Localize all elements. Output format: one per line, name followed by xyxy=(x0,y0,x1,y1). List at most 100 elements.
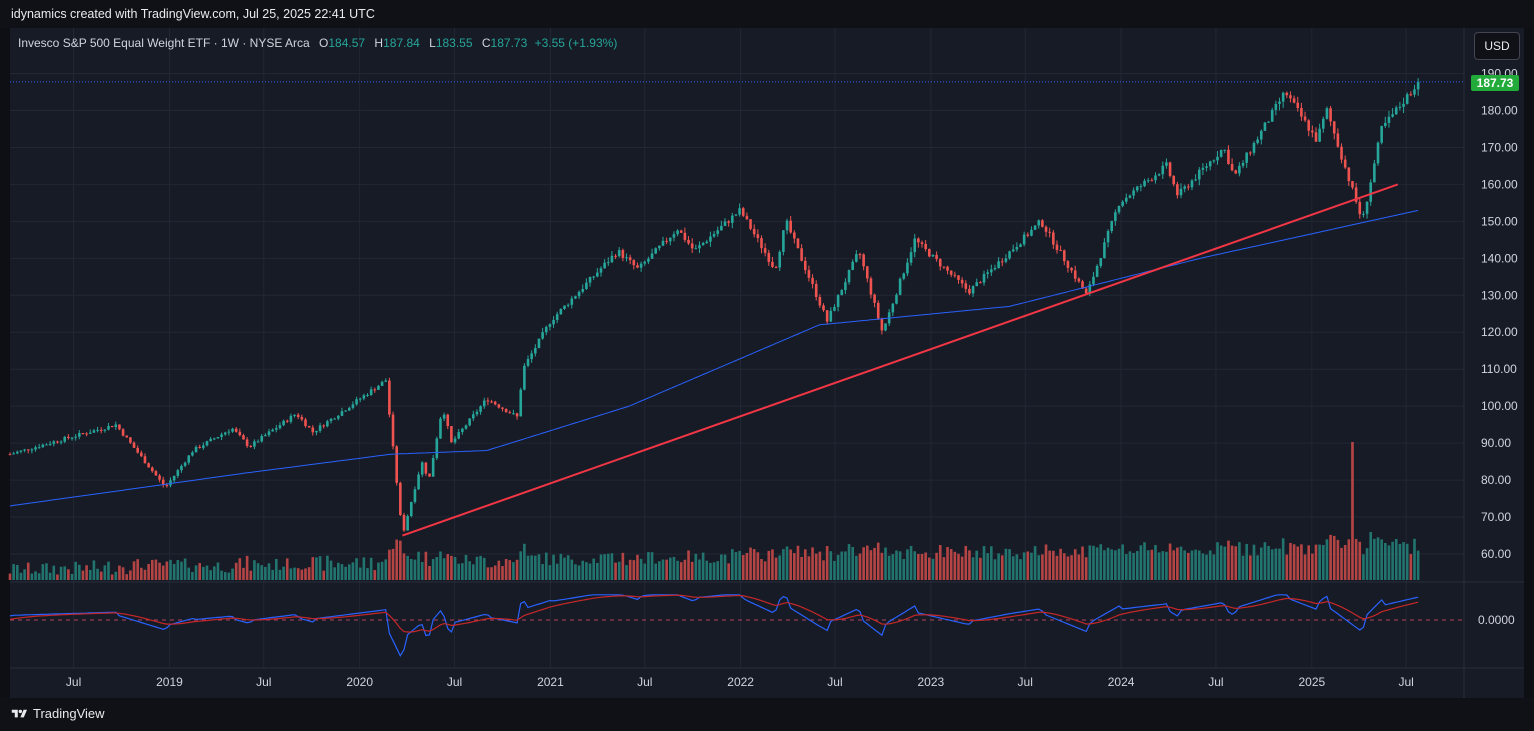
candle-body xyxy=(187,455,191,463)
volume-bar xyxy=(413,559,417,580)
time-tick-label: 2023 xyxy=(918,675,945,689)
volume-bar xyxy=(1205,554,1208,580)
candle-body xyxy=(468,418,471,426)
volume-bar xyxy=(267,563,271,580)
volume-bar xyxy=(931,558,935,580)
volume-bar xyxy=(260,565,264,580)
candle-body xyxy=(1263,122,1267,131)
volume-bar xyxy=(774,557,778,580)
volume-bar xyxy=(296,568,300,580)
candle-body xyxy=(355,399,358,405)
candle-body xyxy=(399,482,402,515)
candle-body xyxy=(1365,201,1369,214)
candle-body xyxy=(81,432,85,434)
candle-body xyxy=(512,413,515,415)
volume-bar xyxy=(424,551,428,580)
volume-bar xyxy=(1037,555,1041,580)
volume-bar xyxy=(475,556,479,580)
candle-body xyxy=(993,268,997,270)
volume-bar xyxy=(191,572,194,580)
candle-body xyxy=(300,416,304,420)
candle-body xyxy=(1216,156,1219,161)
volume-bar xyxy=(23,569,26,580)
candle-body xyxy=(140,452,143,457)
volume-bar xyxy=(180,561,183,580)
candle-body xyxy=(1249,152,1252,154)
candle-body xyxy=(1179,188,1183,196)
volume-bar xyxy=(19,572,23,580)
volume-bar xyxy=(946,546,949,580)
candle-body xyxy=(1223,149,1227,151)
volume-bar xyxy=(917,553,920,580)
volume-bar xyxy=(884,547,887,580)
chart-area[interactable] xyxy=(10,28,1524,698)
candle-body xyxy=(734,214,738,216)
volume-bar xyxy=(566,555,570,580)
volume-bar xyxy=(1201,553,1205,580)
candle-body xyxy=(720,225,723,231)
candle-body xyxy=(227,431,231,433)
volume-bar xyxy=(132,561,136,580)
volume-bar xyxy=(212,566,216,580)
candle-body xyxy=(709,236,712,242)
volume-bar xyxy=(92,560,96,580)
volume-bar xyxy=(1190,550,1194,580)
candle-body xyxy=(679,230,683,233)
volume-bar xyxy=(464,554,468,580)
volume-bar xyxy=(913,551,917,580)
candle-body xyxy=(1103,242,1106,259)
volume-bar xyxy=(829,551,833,580)
volume-bar xyxy=(880,552,884,580)
candle-body xyxy=(1227,149,1230,165)
volume-bar xyxy=(48,572,52,580)
volume-bar xyxy=(1033,546,1037,580)
volume-bar xyxy=(147,563,150,580)
volume-bar xyxy=(373,570,377,580)
volume-bar xyxy=(778,555,782,580)
currency-button[interactable]: USD xyxy=(1474,32,1520,60)
candle-body xyxy=(289,415,293,422)
candle-body xyxy=(1303,116,1307,121)
candle-body xyxy=(1092,276,1095,285)
candle-body xyxy=(1354,187,1358,202)
volume-bar xyxy=(118,565,121,580)
volume-bar xyxy=(333,567,336,580)
volume-bar xyxy=(486,567,490,580)
candle-body xyxy=(676,230,679,235)
volume-bar xyxy=(227,572,231,580)
volume-bar xyxy=(165,561,169,580)
candle-body xyxy=(260,436,264,442)
volume-bar xyxy=(154,559,158,580)
candle-body xyxy=(464,425,468,429)
candle-body xyxy=(253,441,256,447)
tradingview-brand[interactable]: TradingView xyxy=(10,706,105,721)
candle-body xyxy=(1241,162,1245,166)
volume-bar xyxy=(172,563,176,580)
candle-body xyxy=(668,237,672,242)
candle-body xyxy=(1030,229,1033,236)
volume-bar xyxy=(537,554,541,580)
price-axis: 190.00180.00170.00160.00150.00140.00130.… xyxy=(1481,67,1518,561)
candle-body xyxy=(592,276,595,278)
volume-bar xyxy=(417,551,420,580)
candle-body xyxy=(1329,108,1332,122)
candle-body xyxy=(220,434,223,438)
volume-bar xyxy=(1292,544,1296,580)
candle-body xyxy=(285,420,289,422)
candle-body xyxy=(701,242,705,246)
time-tick-label: Jul xyxy=(256,675,271,689)
candle-body xyxy=(114,424,118,428)
candle-body xyxy=(1387,116,1391,123)
candle-body xyxy=(129,437,132,443)
candle-body xyxy=(851,261,854,271)
candle-body xyxy=(1318,128,1321,142)
candle-body xyxy=(333,418,336,420)
volume-bar xyxy=(198,563,201,580)
footer-bar: TradingView xyxy=(0,698,1534,731)
candle-body xyxy=(384,380,388,382)
volume-bar xyxy=(1055,555,1059,580)
volume-bar xyxy=(289,568,293,580)
candle-body xyxy=(340,411,344,416)
candle-body xyxy=(650,253,654,259)
